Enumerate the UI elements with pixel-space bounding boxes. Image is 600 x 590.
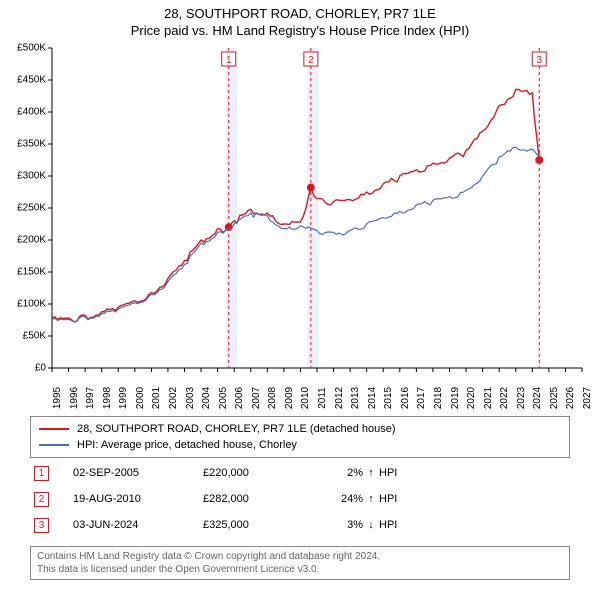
x-tick-label: 2002 bbox=[168, 387, 179, 409]
svg-text:2: 2 bbox=[308, 55, 314, 66]
sale-marker-box: 3 bbox=[34, 518, 49, 533]
sales-table: 102-SEP-2005£220,0002%↑HPI219-AUG-2010£2… bbox=[30, 460, 570, 538]
x-tick-label: 2003 bbox=[185, 387, 196, 409]
x-tick-label: 1999 bbox=[118, 387, 129, 409]
svg-text:3: 3 bbox=[536, 55, 542, 66]
x-tick-label: 2008 bbox=[267, 387, 278, 409]
y-tick-label: £350K bbox=[17, 139, 46, 150]
sale-row: 3 03-JUN-2024£325,0003%↓HPI bbox=[30, 512, 570, 538]
x-tick-label: 2005 bbox=[218, 387, 229, 409]
x-tick-label: 2006 bbox=[234, 387, 245, 409]
chart-plot-area: 1 2 3 bbox=[52, 48, 582, 368]
x-tick-label: 2023 bbox=[516, 387, 527, 409]
sale-arrow-icon: ↑ bbox=[363, 467, 379, 479]
footer-line2: This data is licensed under the Open Gov… bbox=[37, 563, 563, 576]
x-tick-label: 1995 bbox=[52, 387, 63, 409]
legend-item: 28, SOUTHPORT ROAD, CHORLEY, PR7 1LE (de… bbox=[39, 421, 561, 437]
footer-line1: Contains HM Land Registry data © Crown c… bbox=[37, 550, 563, 563]
y-tick-label: £100K bbox=[17, 299, 46, 310]
x-tick-label: 2017 bbox=[416, 387, 427, 409]
title-subtitle: Price paid vs. HM Land Registry's House … bbox=[0, 23, 600, 38]
x-tick-label: 2019 bbox=[450, 387, 461, 409]
x-tick-label: 2004 bbox=[201, 387, 212, 409]
sale-date: 02-SEP-2005 bbox=[73, 467, 203, 479]
sale-marker-box: 1 bbox=[34, 466, 49, 481]
legend-swatch bbox=[39, 444, 69, 446]
y-axis: £0£50K£100K£150K£200K£250K£300K£350K£400… bbox=[0, 48, 50, 368]
x-tick-label: 2024 bbox=[532, 387, 543, 409]
sale-arrow-icon: ↓ bbox=[363, 519, 379, 531]
footer-attribution: Contains HM Land Registry data © Crown c… bbox=[30, 546, 570, 580]
legend-label: HPI: Average price, detached house, Chor… bbox=[77, 439, 297, 451]
x-tick-label: 2021 bbox=[483, 387, 494, 409]
sale-row: 2 19-AUG-2010£282,00024%↑HPI bbox=[30, 486, 570, 512]
sale-hpi-label: HPI bbox=[379, 467, 419, 479]
sale-price: £282,000 bbox=[203, 493, 313, 505]
legend: 28, SOUTHPORT ROAD, CHORLEY, PR7 1LE (de… bbox=[30, 416, 570, 458]
y-tick-label: £50K bbox=[23, 331, 46, 342]
sale-row: 1 02-SEP-2005£220,0002%↑HPI bbox=[30, 460, 570, 486]
x-tick-label: 2012 bbox=[334, 387, 345, 409]
x-tick-label: 2010 bbox=[300, 387, 311, 409]
title-address: 28, SOUTHPORT ROAD, CHORLEY, PR7 1LE bbox=[0, 6, 600, 21]
sale-price: £325,000 bbox=[203, 519, 313, 531]
x-tick-label: 2018 bbox=[433, 387, 444, 409]
x-tick-label: 2014 bbox=[367, 387, 378, 409]
x-tick-label: 1996 bbox=[69, 387, 80, 409]
y-tick-label: £300K bbox=[17, 171, 46, 182]
sale-hpi-label: HPI bbox=[379, 519, 419, 531]
x-axis: 1995 1996 1997 1998 1999 2000 2001 2002 2003 2004… bbox=[52, 370, 582, 410]
y-tick-label: £200K bbox=[17, 235, 46, 246]
x-tick-label: 1998 bbox=[102, 387, 113, 409]
x-tick-label: 2000 bbox=[135, 387, 146, 409]
chart-container: 28, SOUTHPORT ROAD, CHORLEY, PR7 1LE Pri… bbox=[0, 0, 600, 590]
sale-pct: 24% bbox=[313, 493, 363, 505]
sale-hpi-label: HPI bbox=[379, 493, 419, 505]
x-tick-label: 2016 bbox=[400, 387, 411, 409]
sale-pct: 3% bbox=[313, 519, 363, 531]
x-tick-label: 2025 bbox=[549, 387, 560, 409]
y-tick-label: £450K bbox=[17, 75, 46, 86]
chart-svg: 1 2 3 bbox=[52, 48, 582, 368]
svg-text:1: 1 bbox=[226, 55, 232, 66]
y-tick-label: £150K bbox=[17, 267, 46, 278]
x-tick-label: 2001 bbox=[151, 387, 162, 409]
x-tick-label: 1997 bbox=[85, 387, 96, 409]
x-tick-label: 2022 bbox=[499, 387, 510, 409]
legend-item: HPI: Average price, detached house, Chor… bbox=[39, 437, 561, 453]
sale-marker-box: 2 bbox=[34, 492, 49, 507]
x-tick-label: 2026 bbox=[565, 387, 576, 409]
title-block: 28, SOUTHPORT ROAD, CHORLEY, PR7 1LE Pri… bbox=[0, 0, 600, 38]
x-tick-label: 2011 bbox=[317, 387, 328, 409]
y-tick-label: £400K bbox=[17, 107, 46, 118]
x-tick-label: 2015 bbox=[383, 387, 394, 409]
legend-label: 28, SOUTHPORT ROAD, CHORLEY, PR7 1LE (de… bbox=[77, 423, 396, 435]
sale-date: 03-JUN-2024 bbox=[73, 519, 203, 531]
x-tick-label: 2020 bbox=[466, 387, 477, 409]
legend-swatch bbox=[39, 428, 69, 430]
x-tick-label: 2027 bbox=[582, 387, 593, 409]
x-tick-label: 2009 bbox=[284, 387, 295, 409]
sale-date: 19-AUG-2010 bbox=[73, 493, 203, 505]
sale-pct: 2% bbox=[313, 467, 363, 479]
x-tick-label: 2007 bbox=[251, 387, 262, 409]
y-tick-label: £500K bbox=[17, 43, 46, 54]
y-tick-label: £250K bbox=[17, 203, 46, 214]
x-tick-label: 2013 bbox=[350, 387, 361, 409]
sale-price: £220,000 bbox=[203, 467, 313, 479]
y-tick-label: £0 bbox=[35, 363, 46, 374]
sale-arrow-icon: ↑ bbox=[363, 493, 379, 505]
